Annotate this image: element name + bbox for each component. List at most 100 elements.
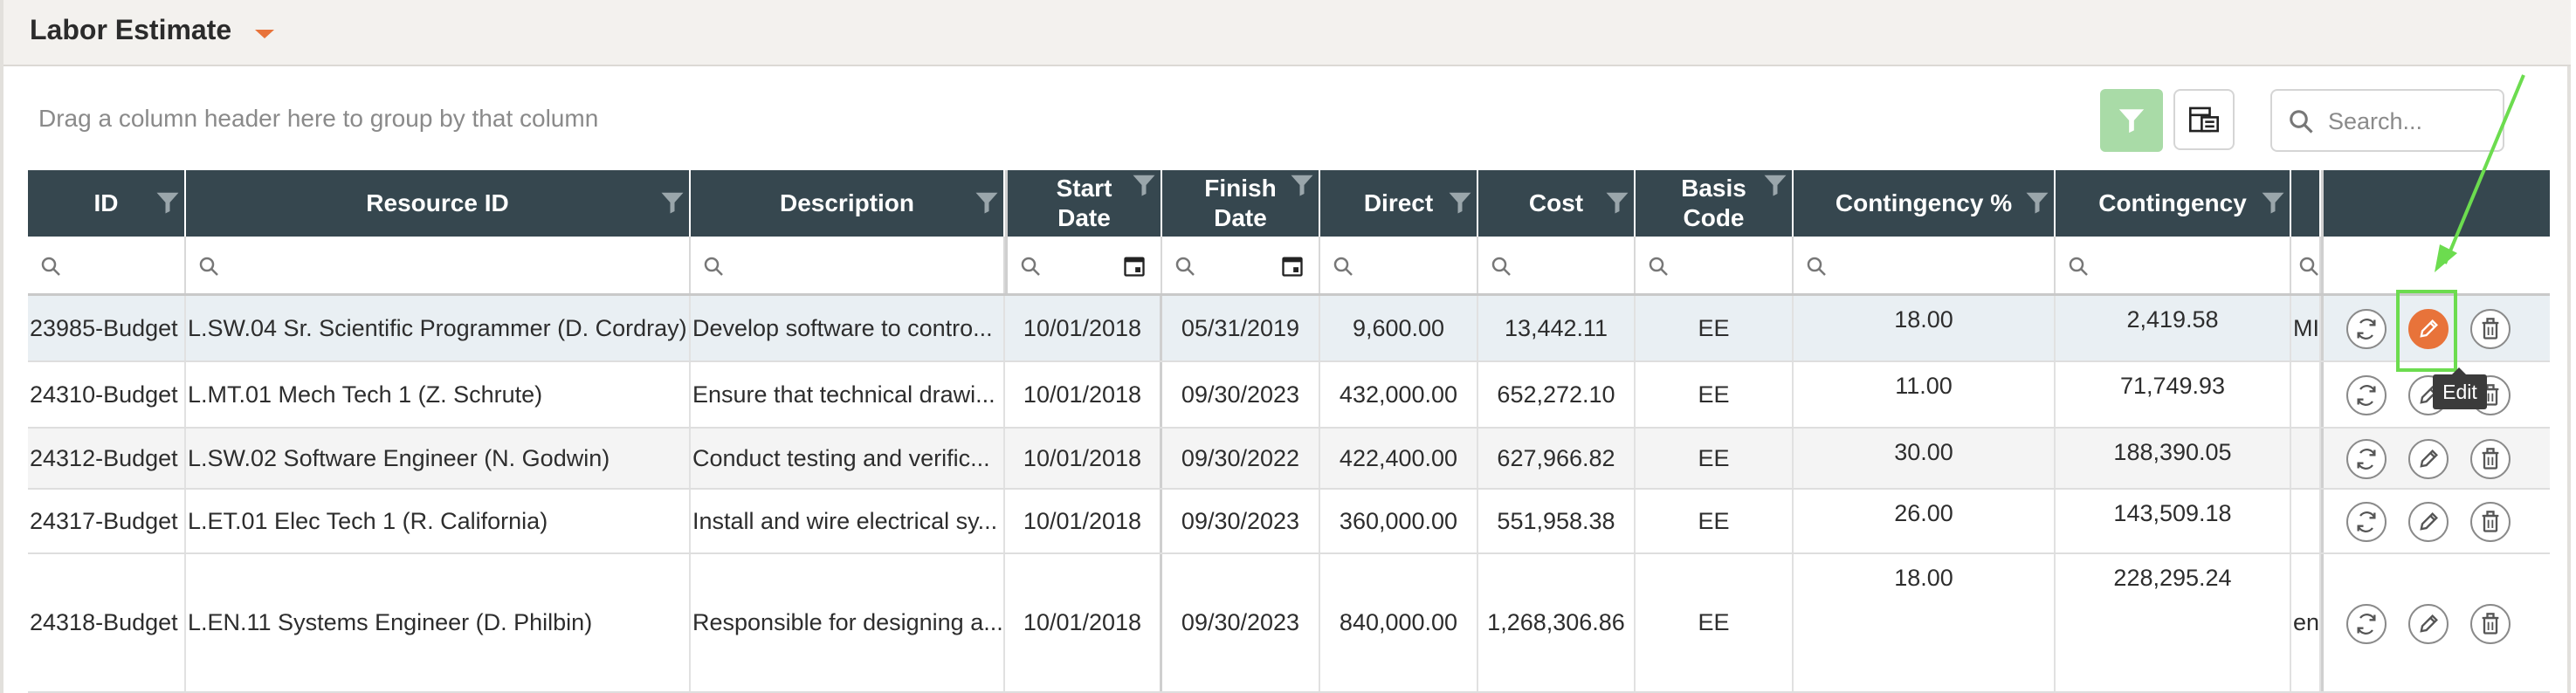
column-header-basis-code[interactable]: Basis Code xyxy=(1636,170,1794,237)
filter-icon[interactable] xyxy=(1604,189,1630,216)
cell-cont-pct: 18.00 xyxy=(1794,554,2056,691)
search-icon xyxy=(704,257,723,276)
cell-cost: 1,268,306.86 xyxy=(1478,554,1636,691)
cell-cont-pct: 30.00 xyxy=(1794,429,2056,488)
search-icon xyxy=(1491,257,1511,276)
caret-down-icon[interactable] xyxy=(255,30,274,38)
refresh-button[interactable] xyxy=(2346,439,2387,479)
filter-cell-contingency[interactable] xyxy=(2056,237,2291,293)
cell-cost: 627,966.82 xyxy=(1478,429,1636,488)
table-row[interactable]: 24318-Budget L.EN.11 Systems Engineer (D.… xyxy=(28,554,2550,693)
cell-cont-pct: 18.00 xyxy=(1794,296,2056,360)
group-panel-hint[interactable]: Drag a column header here to group by th… xyxy=(38,105,599,132)
column-header-id[interactable]: ID xyxy=(28,170,186,237)
edit-button[interactable] xyxy=(2408,502,2449,542)
column-header-contingency-pct[interactable]: Contingency % xyxy=(1794,170,2056,237)
filter-cell-basis-code[interactable] xyxy=(1636,237,1794,293)
cell-start: 10/01/2018 xyxy=(1005,490,1162,552)
refresh-button[interactable] xyxy=(2346,309,2387,349)
table-row[interactable]: 24310-Budget L.MT.01 Mech Tech 1 (Z. Schr… xyxy=(28,362,2550,429)
edit-button[interactable] xyxy=(2408,604,2449,644)
column-header-finish-date[interactable]: Finish Date xyxy=(1162,170,1320,237)
delete-icon xyxy=(2482,511,2499,532)
search-icon xyxy=(1021,257,1040,276)
cell-start: 10/01/2018 xyxy=(1005,362,1162,427)
cell-cost: 551,958.38 xyxy=(1478,490,1636,552)
cell-extra: en xyxy=(2291,554,2321,691)
cell-id: 24318-Budget xyxy=(28,554,186,691)
delete-button[interactable] xyxy=(2470,604,2511,644)
cell-contingency: 71,749.93 xyxy=(2056,362,2291,427)
search-icon xyxy=(1649,257,1668,276)
filter-cell-actions xyxy=(2321,237,2550,293)
edit-button[interactable] xyxy=(2408,439,2449,479)
cell-start: 10/01/2018 xyxy=(1005,554,1162,691)
calendar-icon[interactable] xyxy=(1122,254,1147,278)
cell-description: Conduct testing and verific... xyxy=(691,429,1005,488)
cell-id: 24317-Budget xyxy=(28,490,186,552)
column-header-description[interactable]: Description xyxy=(691,170,1005,237)
search-input[interactable] xyxy=(2326,103,2496,140)
actions-cell xyxy=(2321,429,2550,488)
actions-cell xyxy=(2321,296,2550,360)
refresh-icon xyxy=(2357,511,2376,532)
search-icon xyxy=(2290,110,2313,134)
delete-button[interactable] xyxy=(2470,309,2511,349)
delete-icon xyxy=(2482,384,2499,406)
filter-icon[interactable] xyxy=(155,189,181,216)
edit-icon xyxy=(2420,512,2438,531)
filter-cell-description[interactable] xyxy=(691,237,1005,293)
table-row[interactable]: 24312-Budget L.SW.02 Software Engineer (N… xyxy=(28,429,2550,490)
filter-icon[interactable] xyxy=(2260,189,2286,216)
delete-icon xyxy=(2482,448,2499,470)
filter-cell-partial[interactable] xyxy=(2291,237,2321,293)
filter-row xyxy=(28,237,2550,296)
delete-button[interactable] xyxy=(2470,502,2511,542)
cell-finish: 09/30/2023 xyxy=(1162,490,1320,552)
filter-icon[interactable] xyxy=(1447,189,1473,216)
table-row[interactable]: 24317-Budget L.ET.01 Elec Tech 1 (R. Cali… xyxy=(28,490,2550,554)
cell-cost: 13,442.11 xyxy=(1478,296,1636,360)
filter-icon xyxy=(2118,109,2145,134)
refresh-button[interactable] xyxy=(2346,502,2387,542)
column-header-direct[interactable]: Direct xyxy=(1320,170,1478,237)
filter-cell-finish-date[interactable] xyxy=(1162,237,1320,293)
cell-extra xyxy=(2291,362,2321,427)
cell-resource: L.SW.02 Software Engineer (N. Godwin) xyxy=(186,429,691,488)
refresh-icon xyxy=(2357,319,2376,340)
column-header-cost[interactable]: Cost xyxy=(1478,170,1636,237)
column-chooser-button[interactable] xyxy=(2173,89,2235,150)
calendar-icon[interactable] xyxy=(1280,254,1305,278)
filter-icon[interactable] xyxy=(1289,172,1315,198)
column-header-resource-id[interactable]: Resource ID xyxy=(186,170,691,237)
cell-cont-pct: 26.00 xyxy=(1794,490,2056,552)
cell-id: 24310-Budget xyxy=(28,362,186,427)
delete-button[interactable] xyxy=(2470,439,2511,479)
filter-cell-resource-id[interactable] xyxy=(186,237,691,293)
filter-cell-contingency-pct[interactable] xyxy=(1794,237,2056,293)
delete-icon xyxy=(2482,613,2499,635)
cell-finish: 05/31/2019 xyxy=(1162,296,1320,360)
column-header-partial[interactable] xyxy=(2291,170,2321,237)
refresh-button[interactable] xyxy=(2346,375,2387,415)
cell-id: 23985-Budget xyxy=(28,296,186,360)
filter-icon[interactable] xyxy=(659,189,685,216)
filter-icon[interactable] xyxy=(974,189,1000,216)
edit-tooltip: Edit xyxy=(2433,367,2487,409)
actions-cell xyxy=(2321,490,2550,552)
filter-icon[interactable] xyxy=(2024,189,2050,216)
table-row[interactable]: 23985-Budget L.SW.04 Sr. Scientific Progr… xyxy=(28,296,2550,362)
filter-icon[interactable] xyxy=(1762,172,1788,198)
filter-icon[interactable] xyxy=(1131,172,1157,198)
grid-search[interactable] xyxy=(2270,89,2504,152)
filter-cell-id[interactable] xyxy=(28,237,186,293)
edit-button[interactable] xyxy=(2408,309,2449,349)
column-header-start-date[interactable]: Start Date xyxy=(1005,170,1162,237)
filter-cell-start-date[interactable] xyxy=(1005,237,1162,293)
cell-finish: 09/30/2023 xyxy=(1162,554,1320,691)
filter-toggle-button[interactable] xyxy=(2100,89,2163,152)
filter-cell-direct[interactable] xyxy=(1320,237,1478,293)
filter-cell-cost[interactable] xyxy=(1478,237,1636,293)
column-header-contingency[interactable]: Contingency xyxy=(2056,170,2291,237)
refresh-button[interactable] xyxy=(2346,604,2387,644)
